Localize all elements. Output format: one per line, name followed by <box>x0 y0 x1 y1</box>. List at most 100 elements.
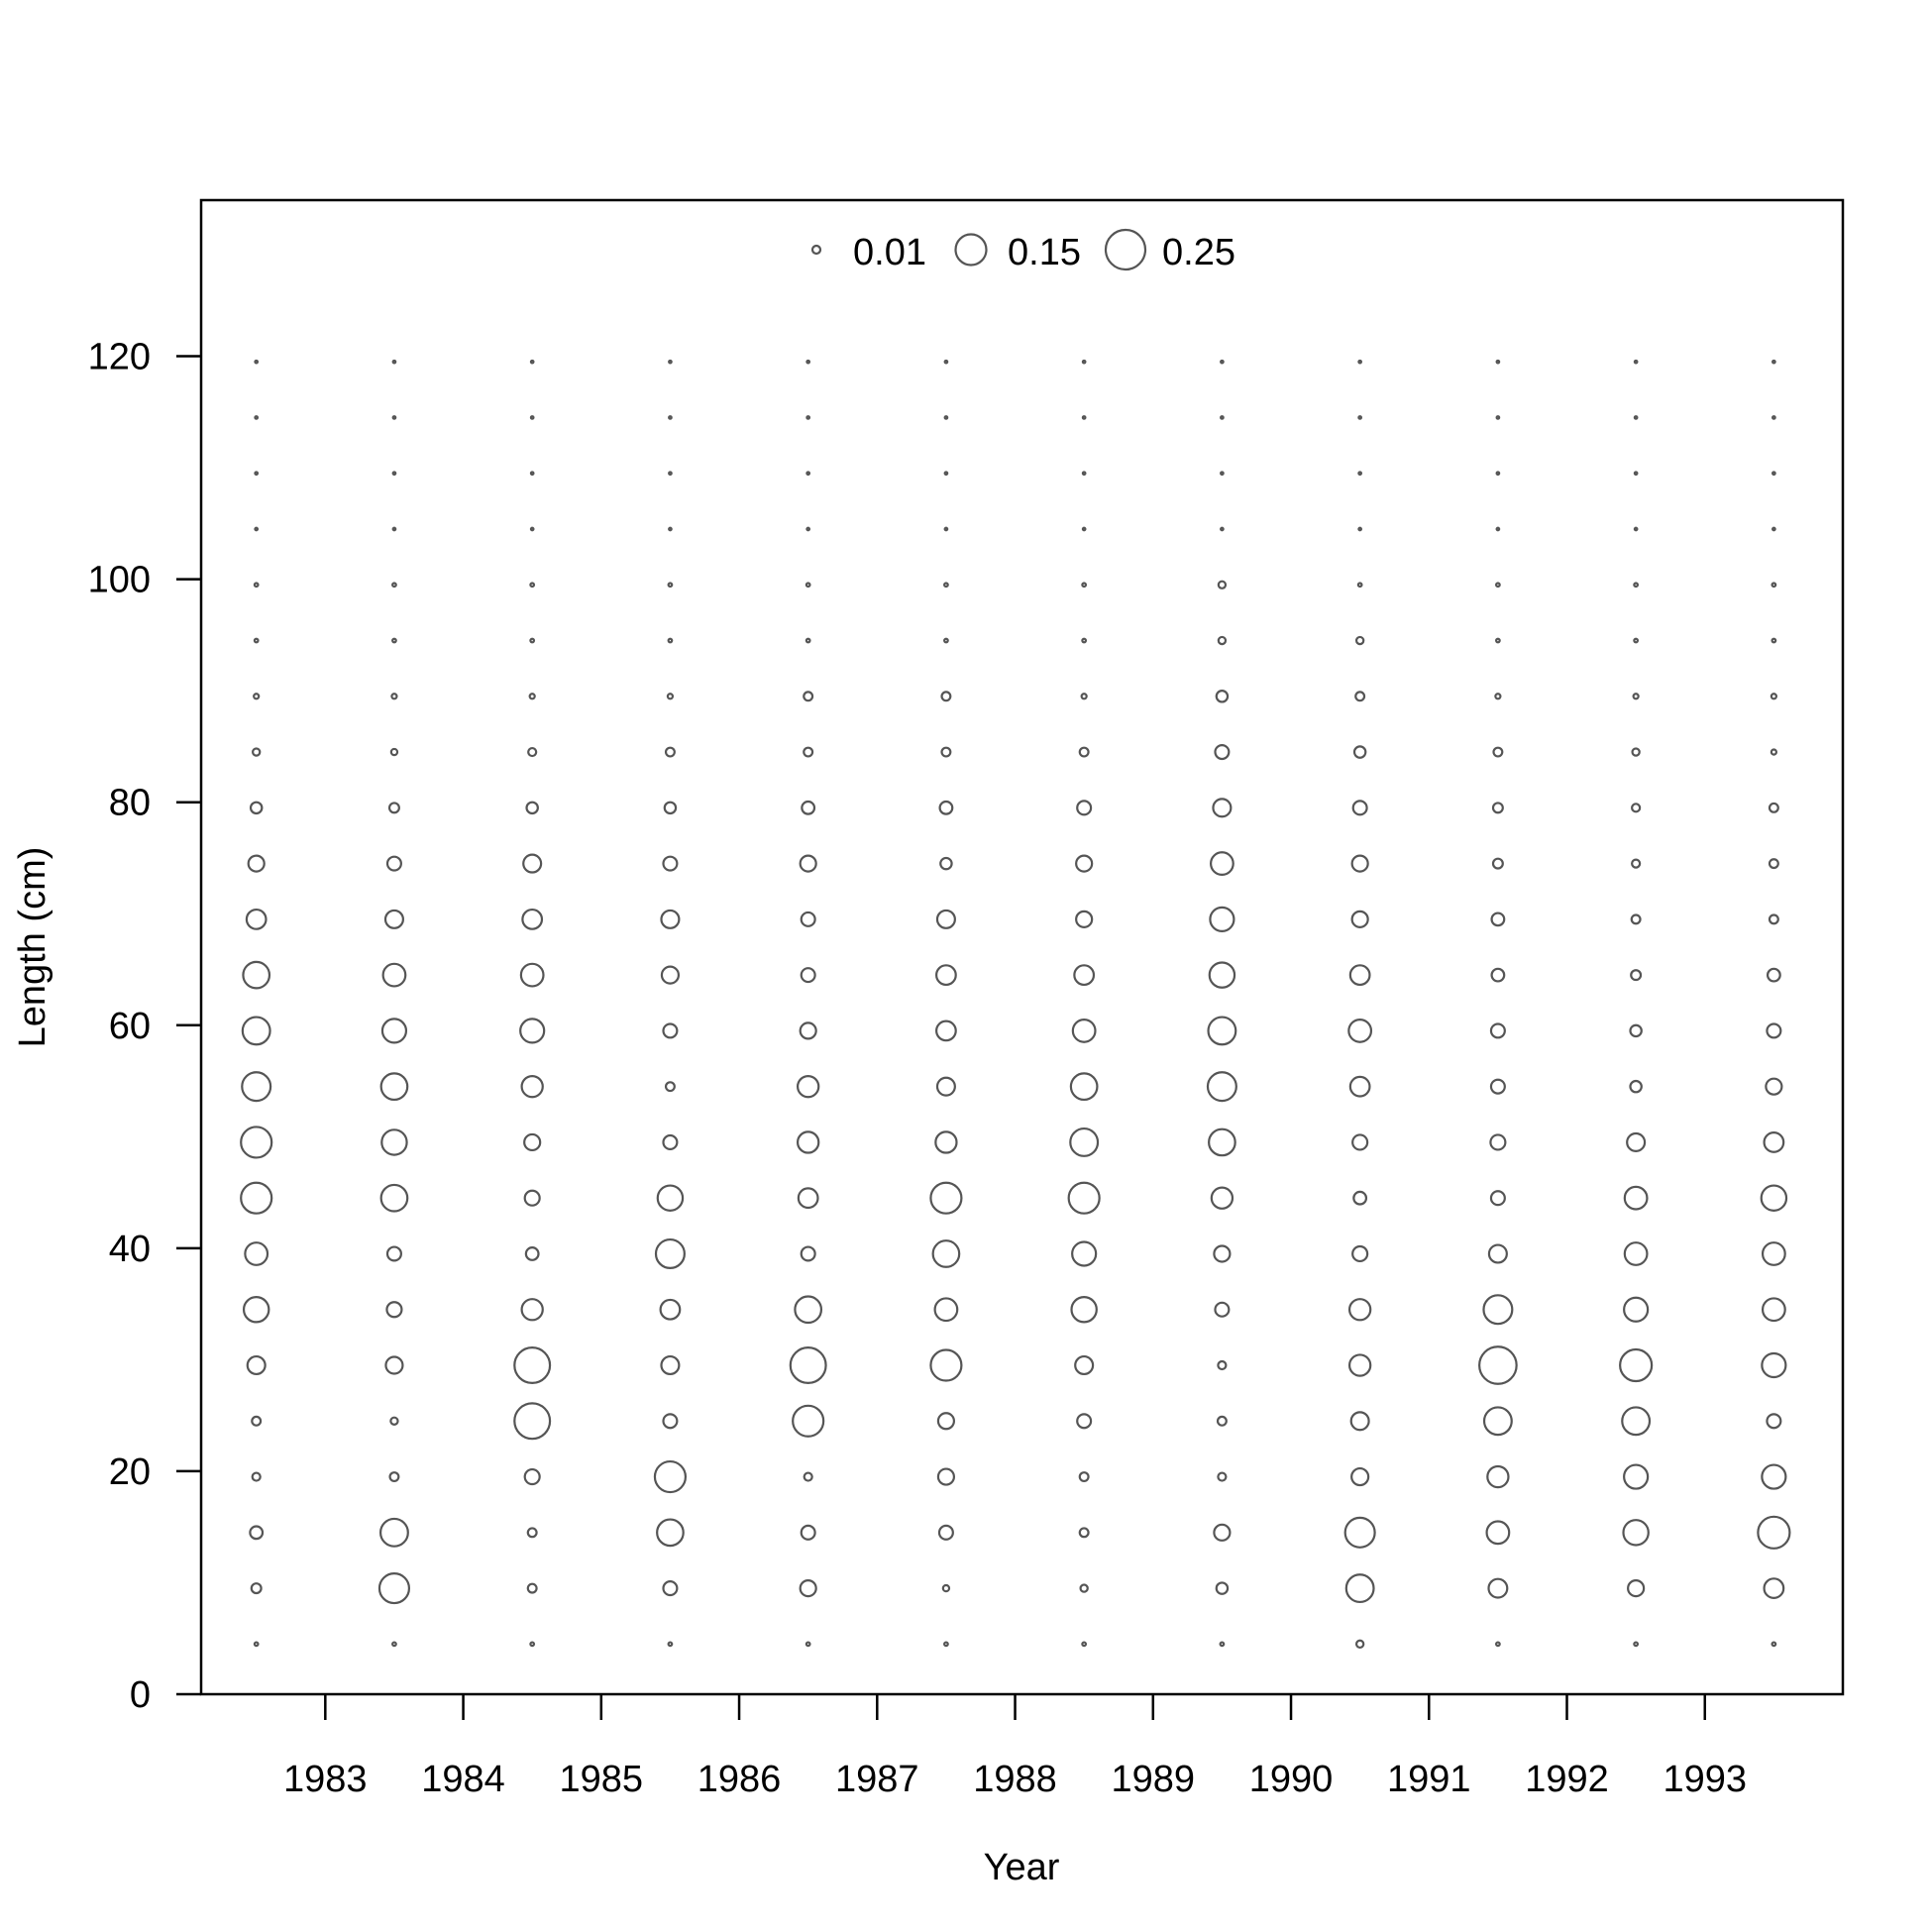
bubble-point <box>240 1181 273 1215</box>
bubble-point <box>520 1298 544 1322</box>
bubble-point <box>254 471 260 477</box>
bubble-point <box>1771 415 1776 420</box>
bubble-point <box>1629 1023 1643 1038</box>
bubble-point <box>799 1578 817 1598</box>
plot-frame <box>199 198 1845 1696</box>
bubble-point <box>1081 415 1087 420</box>
bubble-point <box>253 1641 260 1648</box>
bubble-point <box>1765 1077 1783 1096</box>
bubble-point <box>1631 747 1641 757</box>
bubble-point <box>1770 748 1778 756</box>
bubble-point <box>1208 1127 1236 1157</box>
bubble-point <box>378 1517 409 1548</box>
bubble-point <box>246 1354 267 1376</box>
bubble-point <box>939 856 953 871</box>
bubble-point <box>1351 1133 1369 1151</box>
bubble-point <box>789 1346 827 1385</box>
x-tick-label: 1984 <box>421 1759 505 1800</box>
bubble-point <box>1495 359 1501 365</box>
bubble-point <box>796 1074 820 1099</box>
x-tick-label: 1987 <box>835 1759 919 1800</box>
bubble-point <box>1761 1463 1787 1490</box>
legend: 0.01 0.15 0.25 <box>810 228 1235 273</box>
bubble-point <box>1352 745 1367 759</box>
bubble-point <box>1623 1296 1650 1323</box>
bubble-point <box>391 471 397 477</box>
bubble-point <box>1760 1184 1788 1212</box>
bubble-point <box>943 359 949 365</box>
bubble-point <box>1633 415 1639 420</box>
bubble-point <box>1350 854 1369 873</box>
bubble-point <box>529 415 535 420</box>
bubble-point <box>526 1527 538 1539</box>
bubble-point <box>935 964 957 987</box>
bubble-point <box>1487 1577 1509 1599</box>
bubble-point <box>938 800 954 815</box>
bubble-point <box>662 1133 679 1150</box>
bubble-point <box>668 471 673 477</box>
bubble-point <box>1622 1519 1650 1547</box>
bubble-point <box>1351 1244 1369 1263</box>
bubble-point <box>937 1524 954 1541</box>
bubble-point <box>1482 1406 1513 1437</box>
bubble-point <box>805 637 811 644</box>
x-tick-label: 1992 <box>1525 1759 1609 1800</box>
bubble-point <box>1766 967 1781 983</box>
bubble-point <box>529 637 536 644</box>
bubble-point <box>1495 526 1501 532</box>
bubble-point <box>1486 1464 1510 1489</box>
bubble-point <box>1081 1641 1088 1648</box>
bubble-point <box>384 1355 404 1375</box>
bubble-point <box>1623 1463 1650 1490</box>
bubble-point <box>1216 1415 1228 1427</box>
bubble-point <box>1631 858 1642 869</box>
bubble-point <box>527 746 538 758</box>
bubble-point <box>1081 637 1088 644</box>
bubble-point <box>1768 802 1779 813</box>
bubble-point <box>250 1582 263 1595</box>
bubble-point <box>1071 1240 1098 1267</box>
bubble-point <box>240 1126 273 1159</box>
bubble-point <box>1075 910 1094 928</box>
bubble-point <box>1215 1581 1230 1595</box>
bubble-point <box>523 1132 542 1152</box>
bubble-point <box>249 1525 265 1541</box>
bubble-point <box>385 855 402 872</box>
bubble-point <box>1079 1583 1089 1593</box>
bubble-point <box>805 526 811 532</box>
bubble-point <box>242 960 271 990</box>
bubble-point <box>254 415 260 420</box>
bubble-point <box>666 693 675 700</box>
bubble-point <box>799 1021 817 1040</box>
bubble-point <box>1080 693 1088 700</box>
bubble-point <box>935 909 956 929</box>
bubble-point <box>660 909 681 929</box>
bubble-point <box>1347 1018 1373 1043</box>
bubble-point <box>936 1467 956 1486</box>
bubble-point <box>654 1237 686 1269</box>
bubble-point <box>805 415 811 420</box>
y-tick-label: 0 <box>130 1674 151 1716</box>
bubble-point <box>1069 1072 1099 1102</box>
bubble-point <box>377 1572 411 1605</box>
bubble-point <box>1069 1127 1100 1157</box>
bubble-point <box>1209 906 1235 932</box>
bubble-point <box>805 1641 811 1648</box>
x-tick-label: 1985 <box>560 1759 644 1800</box>
bubble-point <box>1206 1071 1237 1103</box>
bubble-point <box>1350 1466 1370 1487</box>
bubble-point <box>525 801 539 815</box>
bubble-point <box>660 965 681 985</box>
bubble-point <box>1078 1471 1090 1483</box>
bubble-point <box>1354 1639 1365 1650</box>
bubble-point <box>1771 582 1777 589</box>
bubble-point <box>1343 1516 1376 1549</box>
bubble-point <box>1633 359 1639 365</box>
bubble-point <box>390 693 398 700</box>
bubble-point <box>803 1471 813 1482</box>
bubble-point <box>801 800 816 815</box>
bubble-point <box>941 1583 951 1593</box>
bubble-point <box>1348 964 1371 987</box>
bubble-point <box>929 1348 963 1382</box>
